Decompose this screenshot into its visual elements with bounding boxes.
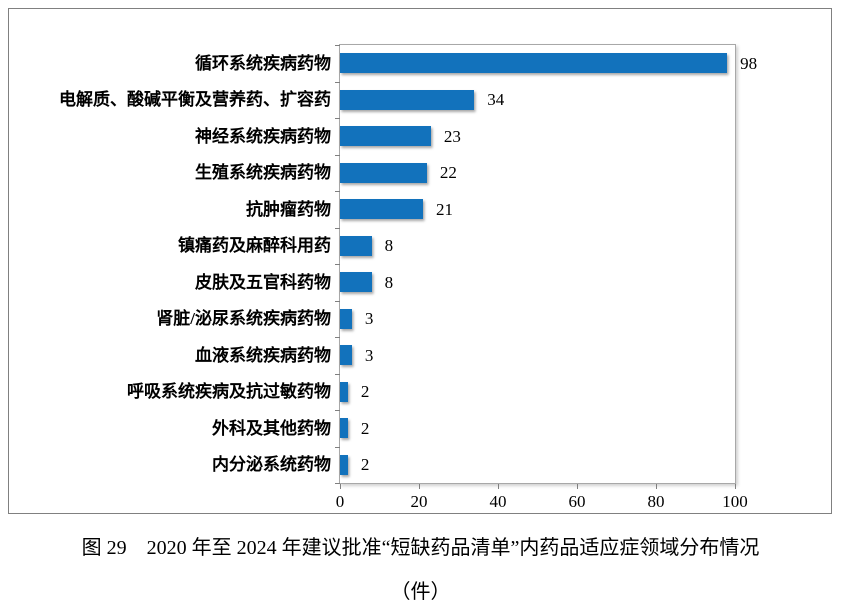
x-axis-tick <box>498 484 499 489</box>
x-axis-tick-label: 40 <box>489 492 507 511</box>
x-axis-tick <box>577 484 578 489</box>
x-axis-tick-label: 20 <box>410 492 428 511</box>
value-label: 98 <box>740 53 758 73</box>
category-label: 神经系统疾病药物 <box>195 126 331 146</box>
value-label: 2 <box>360 455 370 475</box>
value-label: 23 <box>443 126 461 146</box>
figure-caption: 图 29 2020 年至 2024 年建议批准“短缺药品清单”内药品适应症领域分… <box>81 537 760 559</box>
category-label: 皮肤及五官科药物 <box>195 272 331 292</box>
bar <box>340 272 372 293</box>
x-axis-tick-label: 60 <box>568 492 586 511</box>
value-label: 8 <box>384 272 394 292</box>
category-label: 生殖系统疾病药物 <box>195 163 331 183</box>
x-axis-tick <box>340 484 341 489</box>
y-axis-tick <box>335 155 340 156</box>
bar <box>340 235 372 256</box>
value-label: 2 <box>360 418 370 438</box>
x-axis-tick-label: 100 <box>722 492 748 511</box>
y-axis-tick <box>335 264 340 265</box>
x-axis-tick-label: 0 <box>335 492 345 511</box>
bar <box>340 89 475 110</box>
y-axis-tick <box>335 191 340 192</box>
value-label: 34 <box>487 90 505 110</box>
category-label: 肾脏/泌尿系统疾病药物 <box>156 309 331 329</box>
value-label: 3 <box>364 345 374 365</box>
value-label: 8 <box>384 236 394 256</box>
category-label: 呼吸系统疾病及抗过敏药物 <box>127 382 331 402</box>
plot-area <box>339 44 736 484</box>
category-label: 血液系统疾病药物 <box>195 345 331 365</box>
bar <box>340 345 352 366</box>
value-label: 2 <box>360 382 370 402</box>
bar <box>340 381 348 402</box>
category-label: 内分泌系统药物 <box>212 455 331 475</box>
x-axis-tick-label: 80 <box>647 492 665 511</box>
y-axis-tick <box>335 228 340 229</box>
value-label: 22 <box>439 163 457 183</box>
x-axis-tick <box>656 484 657 489</box>
bar <box>340 126 431 147</box>
bar <box>340 53 728 74</box>
bar <box>340 308 352 329</box>
y-axis-tick <box>335 45 340 46</box>
bar <box>340 418 348 439</box>
value-label: 21 <box>435 199 453 219</box>
x-axis-tick <box>419 484 420 489</box>
category-label: 电解质、酸碱平衡及营养药、扩容药 <box>59 90 331 110</box>
bar <box>340 162 427 183</box>
y-axis-tick <box>335 483 340 484</box>
category-label: 外科及其他药物 <box>212 418 331 438</box>
y-axis-tick <box>335 410 340 411</box>
value-label: 3 <box>364 309 374 329</box>
y-axis-tick <box>335 301 340 302</box>
bar <box>340 199 423 220</box>
y-axis-tick <box>335 374 340 375</box>
y-axis-tick <box>335 447 340 448</box>
y-axis-tick <box>335 337 340 338</box>
y-axis-tick <box>335 82 340 83</box>
y-axis-tick <box>335 118 340 119</box>
figure-caption-unit: （件） <box>390 581 451 603</box>
category-label: 镇痛药及麻醉科用药 <box>178 236 331 256</box>
category-label: 抗肿瘤药物 <box>246 199 331 219</box>
category-label: 循环系统疾病药物 <box>195 53 331 73</box>
x-axis-tick <box>735 484 736 489</box>
bar <box>340 454 348 475</box>
